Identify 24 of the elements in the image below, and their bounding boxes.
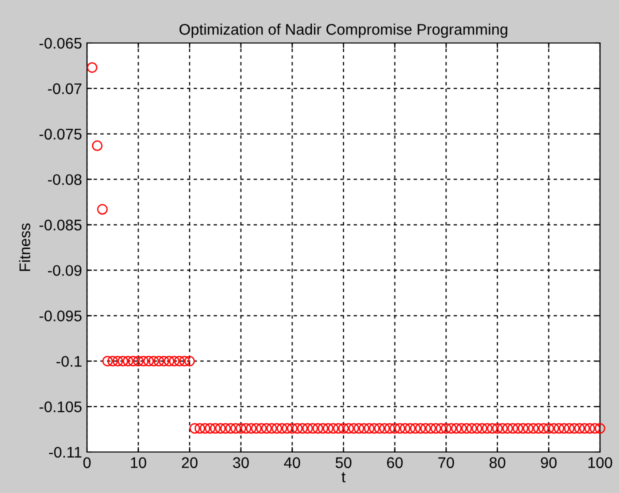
y-tick-label: -0.105 [40,401,82,412]
y-tick-label: -0.08 [48,174,82,186]
y-tick-label: -0.095 [40,310,82,322]
y-tick-label: -0.09 [48,265,82,276]
x-tick-label: 60 [387,457,403,468]
y-tick-label: -0.1 [56,356,82,367]
x-tick-label: 20 [182,457,198,468]
x-axis-title: t [342,472,346,482]
x-tick-label: 100 [588,457,612,468]
y-axis-title: Fitness [19,223,30,271]
x-tick-label: 90 [540,457,557,468]
y-tick-label: -0.075 [40,128,82,140]
x-tick-label: 0 [83,457,91,468]
y-tick-label: -0.07 [48,83,82,94]
x-tick-label: 10 [130,457,146,468]
y-tick-label: -0.11 [49,446,82,458]
y-tick-label: -0.065 [40,38,82,49]
y-tick-label: -0.085 [40,220,82,230]
x-tick-label: 70 [438,457,454,468]
x-tick-label: 50 [336,457,352,468]
x-tick-label: 40 [284,457,300,468]
x-tick-label: 80 [490,457,506,468]
x-tick-label: 30 [232,457,249,468]
chart-title: Optimization of Nadir Compromise Programming [180,24,508,38]
